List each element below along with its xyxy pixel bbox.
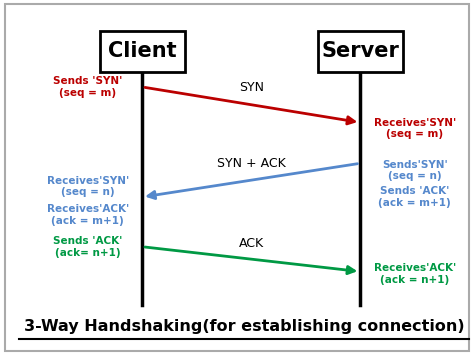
Text: Server: Server (321, 42, 399, 61)
Text: 3-Way Handshaking(for establishing connection): 3-Way Handshaking(for establishing conne… (24, 319, 465, 334)
Text: Sends 'SYN'
(seq = m): Sends 'SYN' (seq = m) (53, 76, 122, 98)
Text: ACK: ACK (238, 237, 264, 250)
Text: Sends'SYN'
(seq = n): Sends'SYN' (seq = n) (382, 160, 447, 181)
FancyBboxPatch shape (318, 31, 403, 72)
Text: Sends 'ACK'
(ack= n+1): Sends 'ACK' (ack= n+1) (53, 236, 122, 257)
Text: Sends 'ACK'
(ack = m+1): Sends 'ACK' (ack = m+1) (378, 186, 451, 208)
FancyBboxPatch shape (100, 31, 185, 72)
Text: Receives'SYN'
(seq = m): Receives'SYN' (seq = m) (374, 118, 456, 139)
Text: Receives'SYN'
(seq = n): Receives'SYN' (seq = n) (46, 176, 129, 197)
Text: SYN: SYN (239, 81, 264, 94)
Text: Client: Client (108, 42, 176, 61)
Text: Receives'ACK'
(ack = m+1): Receives'ACK' (ack = m+1) (46, 204, 129, 225)
FancyBboxPatch shape (5, 4, 469, 351)
Text: SYN + ACK: SYN + ACK (217, 157, 286, 169)
Text: Receives'ACK'
(ack = n+1): Receives'ACK' (ack = n+1) (374, 263, 456, 285)
